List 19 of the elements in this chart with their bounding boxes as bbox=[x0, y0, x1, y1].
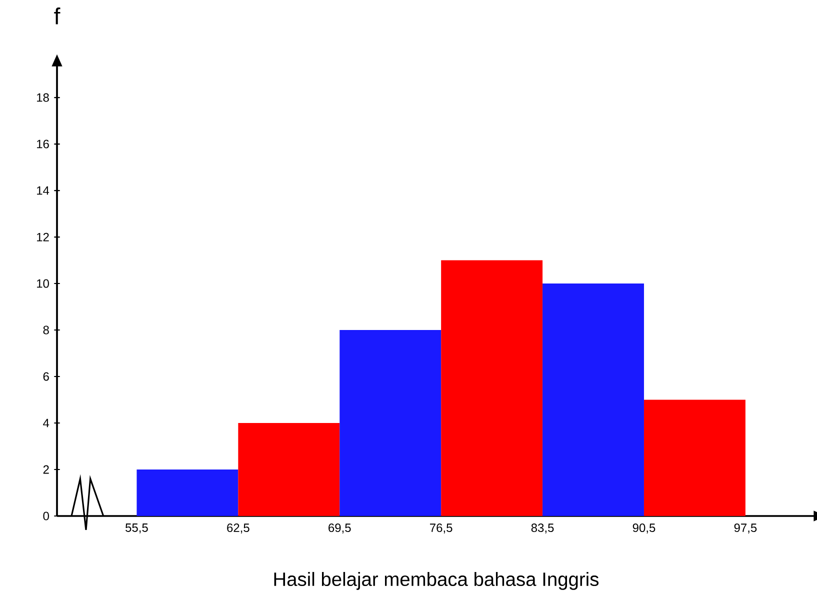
x-tick-label: 76,5 bbox=[430, 524, 452, 534]
x-tick-label: 83,5 bbox=[531, 524, 554, 534]
x-tick-label: 62,5 bbox=[227, 524, 250, 534]
y-tick-label: 14 bbox=[37, 186, 50, 195]
x-tick-label: 90,5 bbox=[632, 524, 656, 534]
y-tick-label: 8 bbox=[43, 326, 49, 334]
x-tick-label: 55,5 bbox=[126, 524, 148, 534]
y-tick-label: 18 bbox=[37, 93, 49, 102]
y-tick-label: 12 bbox=[37, 232, 49, 242]
y-axis-title: f bbox=[54, 8, 60, 24]
y-tick-label: 16 bbox=[37, 140, 49, 148]
y-tick-label: 2 bbox=[43, 465, 49, 474]
y-tick-label: 4 bbox=[43, 418, 50, 428]
x-tick-label: 97,5 bbox=[734, 524, 757, 534]
x-tick-label: 69,5 bbox=[328, 524, 351, 534]
x-axis-title: Hasil belajar membaca bahasa Inggris bbox=[274, 572, 599, 590]
y-tick-label: 6 bbox=[43, 372, 49, 381]
y-tick-label: 0 bbox=[43, 512, 49, 520]
y-tick-label: 10 bbox=[37, 279, 49, 288]
